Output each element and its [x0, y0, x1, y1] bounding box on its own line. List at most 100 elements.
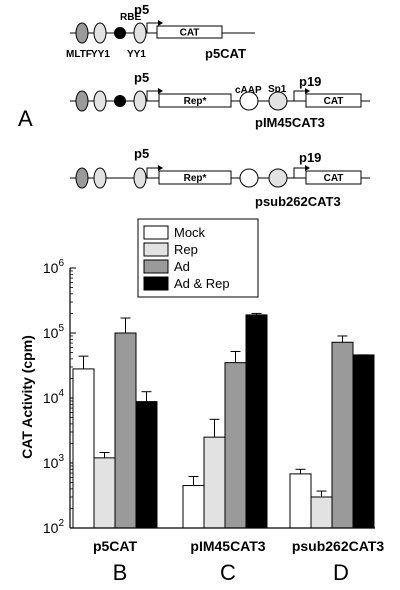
y-tick-exponent: 5: [58, 323, 64, 334]
legend-label: Mock: [174, 225, 206, 240]
y-tick-exponent: 3: [58, 453, 64, 464]
x-category-label: psub262CAT3: [292, 538, 385, 554]
promoter-arrow-icon: [146, 90, 158, 101]
y-tick-exponent: 4: [58, 388, 64, 399]
bar: [224, 362, 247, 529]
rbe-site: [114, 95, 126, 107]
yy1-site: [93, 22, 107, 44]
rep-label: Rep*: [184, 96, 207, 107]
arrow-head-icon: [158, 88, 163, 94]
label-p5: p5: [134, 2, 149, 17]
label-rbe: RBE: [120, 12, 141, 23]
y-tick-label: 106: [43, 258, 65, 276]
caap-site: [239, 91, 259, 111]
construct-p5cat: RBE p5 CAT MLTF YY1 YY1 p5CAT: [66, 2, 255, 61]
caap-site: [239, 168, 259, 188]
label-p5: p5: [134, 146, 149, 161]
plot-frame: [69, 268, 375, 529]
x-axis-categories: p5CAT pIM45CAT3 psub262CAT3: [93, 538, 384, 554]
arrow-head-icon: [305, 165, 310, 171]
sp1-site: [268, 168, 288, 188]
legend-swatch: [143, 276, 169, 291]
promoter-arrow-icon: [293, 167, 305, 178]
mltf-site: [75, 90, 89, 112]
mltf-site: [75, 22, 89, 44]
bar: [289, 473, 312, 529]
rep-label: Rep*: [184, 173, 207, 184]
legend-swatch: [143, 242, 169, 257]
rep-box: [158, 93, 232, 108]
promoter-arrow-icon: [293, 90, 305, 101]
legend-label: Ad & Rep: [174, 276, 230, 291]
yy1-site: [133, 167, 147, 189]
panel-letter-a: A: [18, 106, 33, 131]
cat-label: CAT: [324, 173, 344, 184]
construct-psub262cat3: p5 p19 Rep* CAT psub262CAT3: [70, 146, 370, 209]
panel-letter-b: B: [113, 560, 128, 585]
x-category-label: p5CAT: [93, 538, 138, 554]
legend-label: Rep: [174, 242, 198, 257]
cat-label: CAT: [324, 96, 344, 107]
legend-swatch: [143, 259, 169, 274]
bars: [72, 312, 375, 529]
label-mltf: MLTF: [66, 49, 92, 60]
arrow-head-icon: [158, 20, 163, 26]
y-tick-label: 102: [43, 518, 65, 536]
legend-label: Ad: [174, 259, 190, 274]
y-tick-base: 10: [43, 260, 59, 276]
panel-a: A RBE p5 CAT MLTF YY1 YY1 p5CAT p5 cAAP …: [18, 2, 370, 209]
y-tick-exponent: 2: [58, 518, 64, 529]
x-category-label: pIM45CAT3: [190, 538, 265, 554]
label-p5: p5: [134, 70, 149, 85]
y-tick-label: 104: [43, 388, 65, 406]
cat-box: [305, 170, 362, 185]
y-axis-label: CAT Activity (cpm): [19, 335, 35, 459]
promoter-arrow-icon: [146, 22, 158, 33]
y-tick-exponent: 6: [58, 258, 64, 269]
cat-box: [305, 93, 362, 108]
legend-swatch: [143, 225, 169, 240]
legend: Mock Rep Ad Ad & Rep: [137, 218, 259, 298]
panel-letter-d: D: [333, 560, 349, 585]
cat-box: [156, 25, 223, 39]
mltf-site: [75, 167, 89, 189]
bar: [114, 332, 137, 529]
label-caap: cAAP: [235, 85, 262, 96]
bar: [310, 496, 333, 529]
y-tick-base: 10: [43, 390, 59, 406]
y-tick-label: 103: [43, 453, 65, 471]
y-tick-base: 10: [43, 455, 59, 471]
construct-name-p5cat: p5CAT: [205, 46, 246, 61]
bar: [352, 354, 375, 529]
rbe-site: [114, 27, 126, 39]
arrow-head-icon: [158, 165, 163, 171]
construct-name-psub262cat3: psub262CAT3: [255, 194, 341, 209]
promoter-arrow-icon: [146, 167, 158, 178]
label-sp1: Sp1: [268, 84, 287, 95]
panel-letter-c: C: [220, 560, 236, 585]
y-tick-base: 10: [43, 325, 59, 341]
construct-name-pim45cat3: pIM45CAT3: [255, 115, 325, 130]
yy1-site: [93, 167, 107, 189]
y-tick-label: 105: [43, 323, 65, 341]
arrow-head-icon: [305, 88, 310, 94]
yy1-site: [133, 90, 147, 112]
y-tick-base: 10: [43, 520, 59, 536]
rep-box: [158, 170, 232, 185]
bar: [93, 457, 116, 529]
label-p19: p19: [299, 150, 321, 165]
bar: [331, 341, 354, 529]
yy1-site: [93, 90, 107, 112]
label-p19: p19: [299, 74, 321, 89]
cat-label: CAT: [180, 28, 200, 39]
sp1-site: [268, 91, 288, 111]
construct-pim45cat3: p5 cAAP Sp1 p19 Rep* CAT pIM45CAT3: [70, 70, 370, 130]
yy1-site: [133, 22, 147, 44]
label-yy1: YY1: [91, 49, 110, 60]
label-yy1b: YY1: [127, 49, 146, 60]
bar: [182, 485, 205, 529]
bar: [135, 401, 158, 529]
bar: [245, 314, 268, 529]
